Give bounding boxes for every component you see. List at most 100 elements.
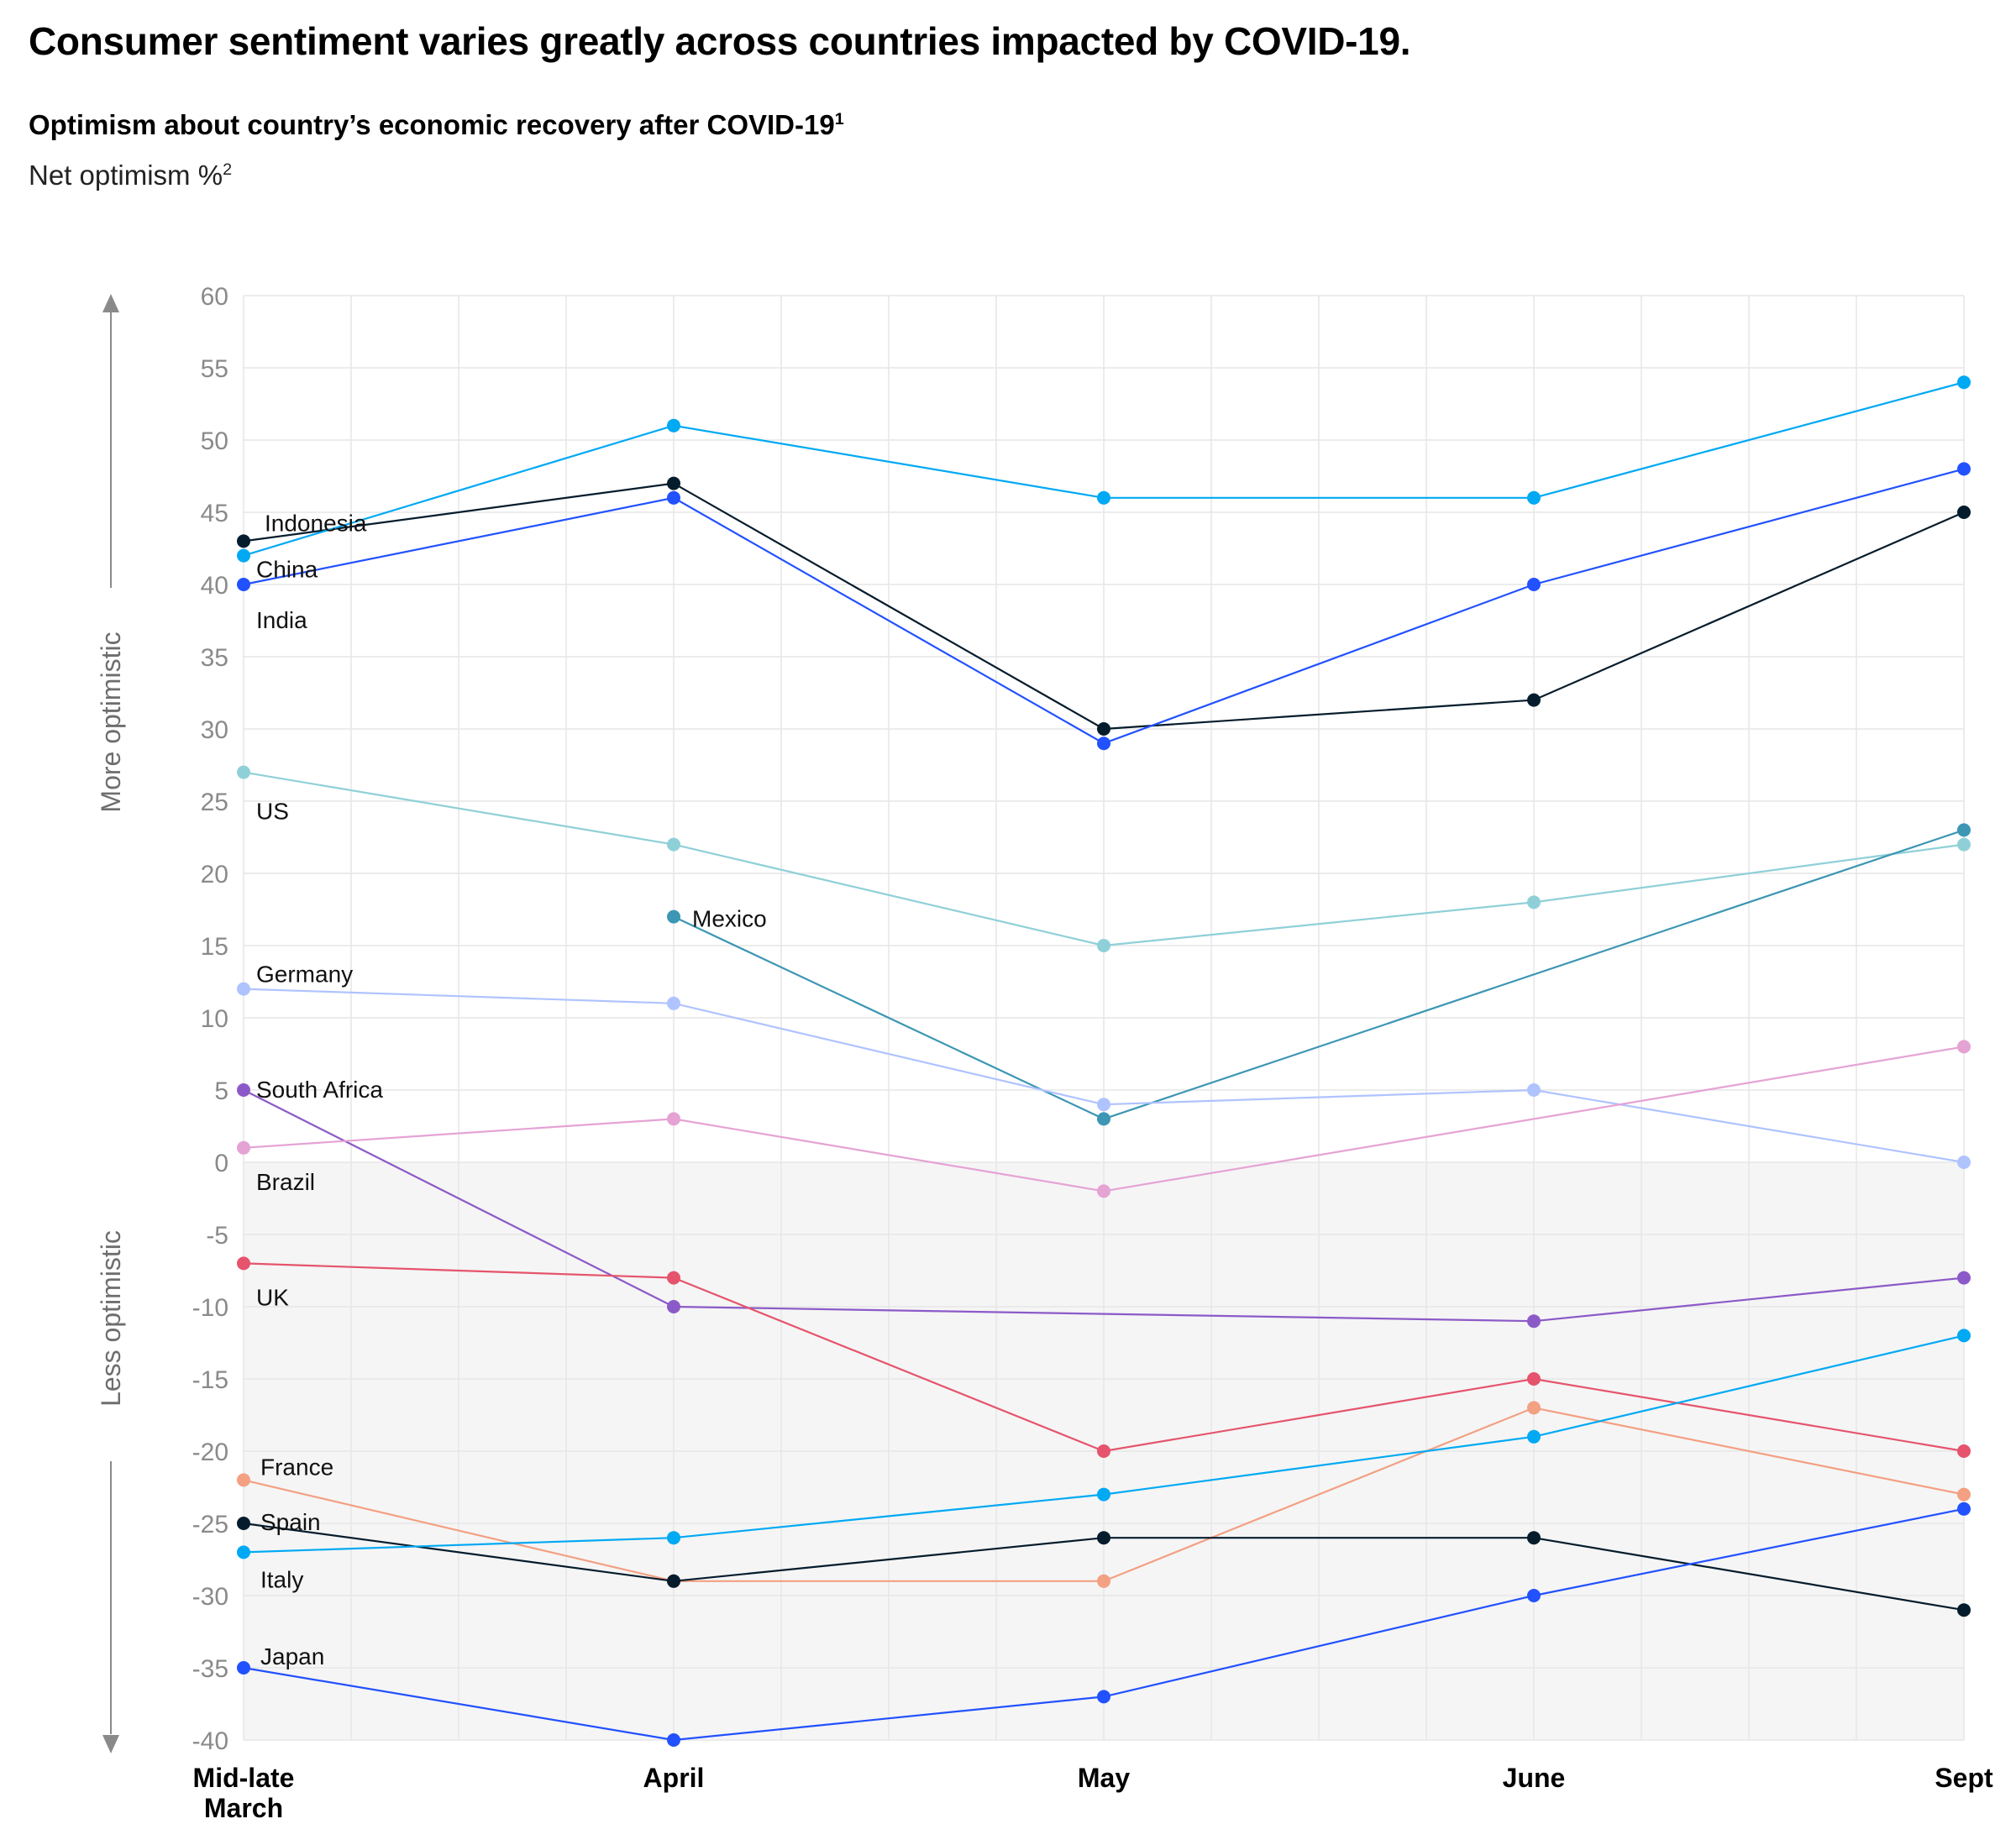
data-point <box>237 982 250 996</box>
subtitle-text: Optimism about country’s economic recove… <box>29 109 835 140</box>
x-tick-label: April <box>643 1763 705 1793</box>
series-label: Italy <box>260 1566 303 1592</box>
data-point <box>1527 490 1541 505</box>
y-tick-label: 10 <box>201 1005 228 1033</box>
y-tick-label: 15 <box>201 933 228 961</box>
gridlines <box>243 295 1965 1741</box>
data-point <box>1097 1444 1110 1458</box>
data-point <box>1097 722 1110 736</box>
y-tick-label: -10 <box>192 1294 228 1322</box>
data-point <box>1097 490 1110 505</box>
data-point <box>1527 578 1541 591</box>
data-point <box>1957 1444 1971 1458</box>
data-point <box>237 578 250 591</box>
data-point <box>1097 1487 1110 1502</box>
data-point <box>1957 506 1971 519</box>
data-point <box>1097 1112 1110 1126</box>
data-point <box>1527 1531 1541 1545</box>
y-tick-label: 40 <box>201 572 228 600</box>
series-spain <box>237 1517 1971 1617</box>
y-tick-label: -30 <box>192 1583 228 1611</box>
x-tick-label-line: March <box>204 1793 283 1823</box>
data-point <box>667 1112 680 1126</box>
x-tick-label: Sept <box>1935 1763 1993 1793</box>
data-point <box>1097 1574 1110 1588</box>
y-tick-label: 30 <box>201 716 228 744</box>
data-point <box>667 909 680 924</box>
data-point <box>1527 1429 1541 1444</box>
data-point <box>1527 1083 1541 1097</box>
data-point <box>237 1140 250 1155</box>
data-point <box>1957 1487 1971 1502</box>
series-south-africa <box>237 1083 1971 1329</box>
data-point <box>237 1517 250 1530</box>
y-tick-label: 45 <box>201 500 228 527</box>
data-point <box>237 1473 250 1487</box>
series-label: Mexico <box>692 906 767 932</box>
subtitle-footnote-marker: 1 <box>834 110 844 128</box>
data-point <box>237 1256 250 1271</box>
data-point <box>1957 1329 1971 1343</box>
data-point <box>667 1300 680 1313</box>
data-point <box>1097 1184 1110 1198</box>
data-point <box>237 534 250 548</box>
unit-label: Net optimism %2 <box>29 160 232 191</box>
data-point <box>667 1733 680 1747</box>
x-tick-label-line: June <box>1503 1763 1566 1793</box>
y-tick-label: -5 <box>206 1222 228 1250</box>
unit-text: Net optimism % <box>29 160 223 191</box>
data-point <box>1527 1372 1541 1386</box>
chart-subtitle: Optimism about country’s economic recove… <box>29 109 844 141</box>
series-line <box>243 1089 1965 1323</box>
series-label: Indonesia <box>265 510 367 536</box>
data-point <box>667 418 680 432</box>
data-point <box>237 1083 250 1097</box>
data-point <box>667 837 680 852</box>
y-tick-label: 60 <box>201 283 228 311</box>
y-tick-label: 5 <box>214 1077 228 1105</box>
series-label: Spain <box>260 1509 321 1535</box>
series-label: UK <box>256 1284 289 1310</box>
series-line <box>243 1046 1965 1192</box>
x-tick-label-line: Mid-late <box>193 1763 295 1793</box>
data-point <box>1527 693 1541 707</box>
data-point <box>1957 1156 1971 1169</box>
data-point <box>1957 1603 1971 1617</box>
series-brazil <box>237 1040 1971 1198</box>
data-point <box>1097 1098 1110 1112</box>
series-label: Japan <box>260 1643 324 1669</box>
data-point <box>1527 1589 1541 1602</box>
data-point <box>667 476 680 490</box>
y-tick-label: 35 <box>201 644 228 672</box>
data-point <box>1957 375 1971 390</box>
series-label: US <box>256 799 289 825</box>
data-point <box>237 765 250 779</box>
down-arrow-head <box>102 1735 119 1753</box>
data-point <box>1957 823 1971 837</box>
series-label: Germany <box>256 962 353 988</box>
series-india <box>237 462 1971 751</box>
x-tick-label-line: Sept <box>1935 1763 1993 1793</box>
series-label: India <box>256 607 307 633</box>
data-point <box>667 1531 680 1545</box>
data-point <box>1957 462 1971 476</box>
x-tick-label-line: May <box>1078 1763 1130 1793</box>
chart-title: Consumer sentiment varies greatly across… <box>29 19 1411 63</box>
data-point <box>667 490 680 505</box>
data-point <box>1097 1531 1110 1545</box>
x-tick-label: Mid-late March <box>193 1763 295 1823</box>
series-italy <box>237 1329 1971 1559</box>
data-point <box>237 1545 250 1559</box>
more-optimistic-label: More optimistic <box>96 632 126 812</box>
series-label: China <box>256 557 318 583</box>
data-point <box>1957 1271 1971 1285</box>
y-tick-label: -40 <box>192 1727 228 1755</box>
series-label: South Africa <box>256 1077 383 1103</box>
series-label: France <box>260 1454 333 1480</box>
data-point <box>1957 1502 1971 1516</box>
y-tick-label: 20 <box>201 861 228 888</box>
data-point <box>1957 837 1971 852</box>
less-optimistic-label: Less optimistic <box>96 1230 126 1407</box>
y-tick-label: 55 <box>201 355 228 383</box>
